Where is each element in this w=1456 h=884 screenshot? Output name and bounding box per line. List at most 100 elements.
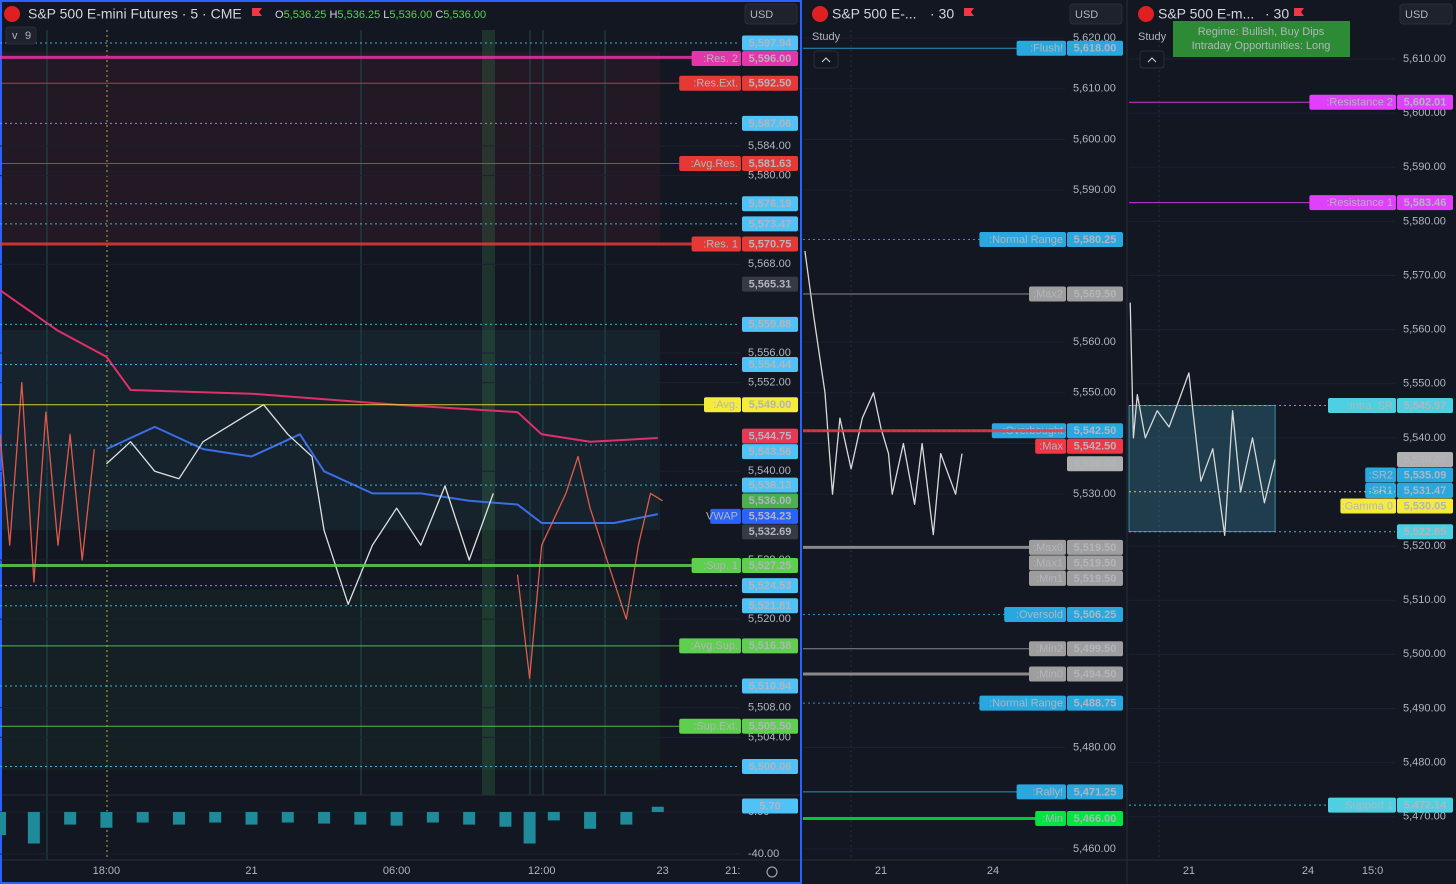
caret-up [821,57,831,63]
level-name-box [1029,570,1066,586]
symbol-title[interactable]: S&P 500 E-m... [1158,6,1254,22]
x-tick-label: 06:00 [383,865,411,877]
price-label-box [1067,641,1123,657]
ohlc: O5,536.25 H5,536.25 L5,536.00 C5,536.00 [275,9,486,21]
price-label-box [1067,606,1123,622]
price-label-box [742,493,798,509]
level-name: :Normal Range [989,234,1063,246]
y-tick-label: 5,520.00 [748,613,791,625]
price-label-box [1067,784,1123,800]
level-name: :Avg.Sup. [691,640,739,652]
bar [245,812,258,825]
level-name: :Min2 [1036,643,1063,655]
level-name-box [1029,666,1066,682]
currency-button[interactable] [1069,3,1123,25]
y-tick-label: 5,584.00 [748,140,791,152]
ohlc-value: 5,536.00 [443,9,486,21]
y-tick-label: 5,550.00 [1403,378,1446,390]
level-name-box [679,156,741,172]
y-tick-label: 5,470.00 [1403,811,1446,823]
bar [584,812,597,829]
collapse-button[interactable] [813,50,839,69]
price-label: 5,510.94 [749,680,793,692]
price-label: 5,494.50 [1074,668,1117,680]
price-label: 5,536.00 [1074,458,1117,470]
level-name-box [1029,539,1066,555]
x-tick-label: 21 [1183,865,1195,877]
level-name-box [679,75,741,91]
level-name-box [1309,195,1396,211]
price-label-box [742,196,798,212]
price-label-box [1397,398,1453,414]
price-label-box [742,444,798,460]
level-name: :SR1 [1369,485,1393,497]
sr-zone [1128,405,1276,533]
currency-button[interactable] [744,3,798,25]
bar [523,812,536,844]
level-name: :Resistance 1 [1326,197,1393,209]
y-tick-label: 5,552.00 [748,376,791,388]
flag[interactable] [1294,8,1304,16]
level-name-box [1340,498,1396,514]
price-label: 5,535.09 [1404,469,1447,481]
flag[interactable] [252,8,262,16]
y-tick-label: 5,570.00 [1403,269,1446,281]
price-label-box [742,678,798,694]
price-label: 5,506.25 [1074,609,1117,621]
price-label: 5,516.38 [749,640,792,652]
price-label: 5,505.50 [749,721,792,733]
price-label-box [1067,40,1123,56]
symbol-title[interactable]: S&P 500 E-mini Futures · 5 · CME [28,6,242,22]
price-label: 5,573.47 [749,218,792,230]
price-label: 5,542.50 [1074,441,1117,453]
bar [426,812,439,823]
level-name-box [691,236,741,252]
level-name: :Rally! [1032,786,1063,798]
price-label: 5,524.53 [749,580,792,592]
price-label-box [1067,666,1123,682]
price-label-box [1067,456,1123,472]
x-tick-label: 18:00 [93,865,121,877]
level-name: :Gamma 0 [1342,500,1393,512]
bar [0,812,6,836]
ohlc-value: 5,536.25 [337,9,380,21]
currency-button[interactable] [1399,3,1453,25]
price-label-box [1397,797,1453,813]
x-tick-label: 15:0 [1362,865,1383,877]
zone [0,330,660,530]
flag[interactable] [964,8,974,16]
level-name: :Oversold [1016,609,1063,621]
price-line [1129,302,1276,536]
price-label-box [742,578,798,594]
price-label: 5,583.46 [1404,197,1447,209]
price-label-box [742,598,798,614]
settings-icon[interactable] [766,866,778,878]
level-name-box [710,508,741,524]
price-label: 5,592.50 [749,78,792,90]
price-label-box [742,357,798,373]
price-label-box [742,35,798,51]
level-name-box [679,638,741,654]
price-label: 5,471.25 [1074,786,1117,798]
y-tick-label: 5,480.00 [1073,741,1116,753]
indicators-toggle[interactable] [5,26,37,45]
price-label-box [742,397,798,413]
collapse-button[interactable] [1139,50,1165,69]
indicator-line [105,425,659,524]
price-label: 5,618.00 [1074,43,1117,55]
price-label: 5,576.19 [749,198,792,210]
level-name-box [1029,286,1066,302]
symbol-title[interactable]: S&P 500 E-... [832,6,917,22]
level-name-box [691,558,741,573]
level-name: :Sup. 1 [703,560,738,572]
price-label-box [742,718,798,734]
bar [281,812,294,823]
bar [100,812,113,828]
level-name: :Max1 [1033,557,1063,569]
price-label-box [742,428,798,444]
bar [27,812,40,844]
zone [0,52,660,245]
level-name-box [1029,641,1066,657]
price-label: 5,532.69 [749,526,792,538]
y-tick-label: 5,560.00 [1073,336,1116,348]
